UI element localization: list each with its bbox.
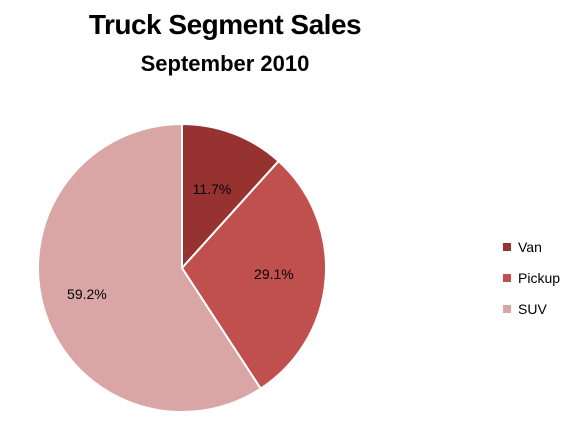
pie-slice-pickup [181, 160, 327, 390]
chart-title: Truck Segment Sales [88, 9, 362, 40]
data-label-pickup: 29.1% [254, 266, 294, 282]
legend-label-pickup: Pickup [518, 269, 561, 286]
data-label-van: 11.7% [193, 181, 232, 197]
legend-swatch-pickup [503, 273, 511, 282]
legend-item-suv: SUV [503, 293, 560, 324]
pie-slice-suv [37, 123, 262, 413]
legend-item-van: Van [503, 231, 560, 262]
legend-label-suv: SUV [518, 300, 547, 317]
legend-label-van: Van [518, 238, 542, 255]
legend-swatch-van [503, 242, 511, 251]
pie-data-labels: 11.7% 29.1% 59.2% [67, 181, 294, 302]
data-label-suv: 59.2% [67, 286, 107, 302]
pie-slice-van [181, 123, 280, 269]
legend: Van Pickup SUV [503, 231, 560, 324]
chart-subtitle: September 2010 [140, 51, 310, 76]
legend-item-pickup: Pickup [503, 262, 560, 293]
pie-slices [37, 123, 327, 413]
legend-swatch-suv [503, 304, 511, 313]
